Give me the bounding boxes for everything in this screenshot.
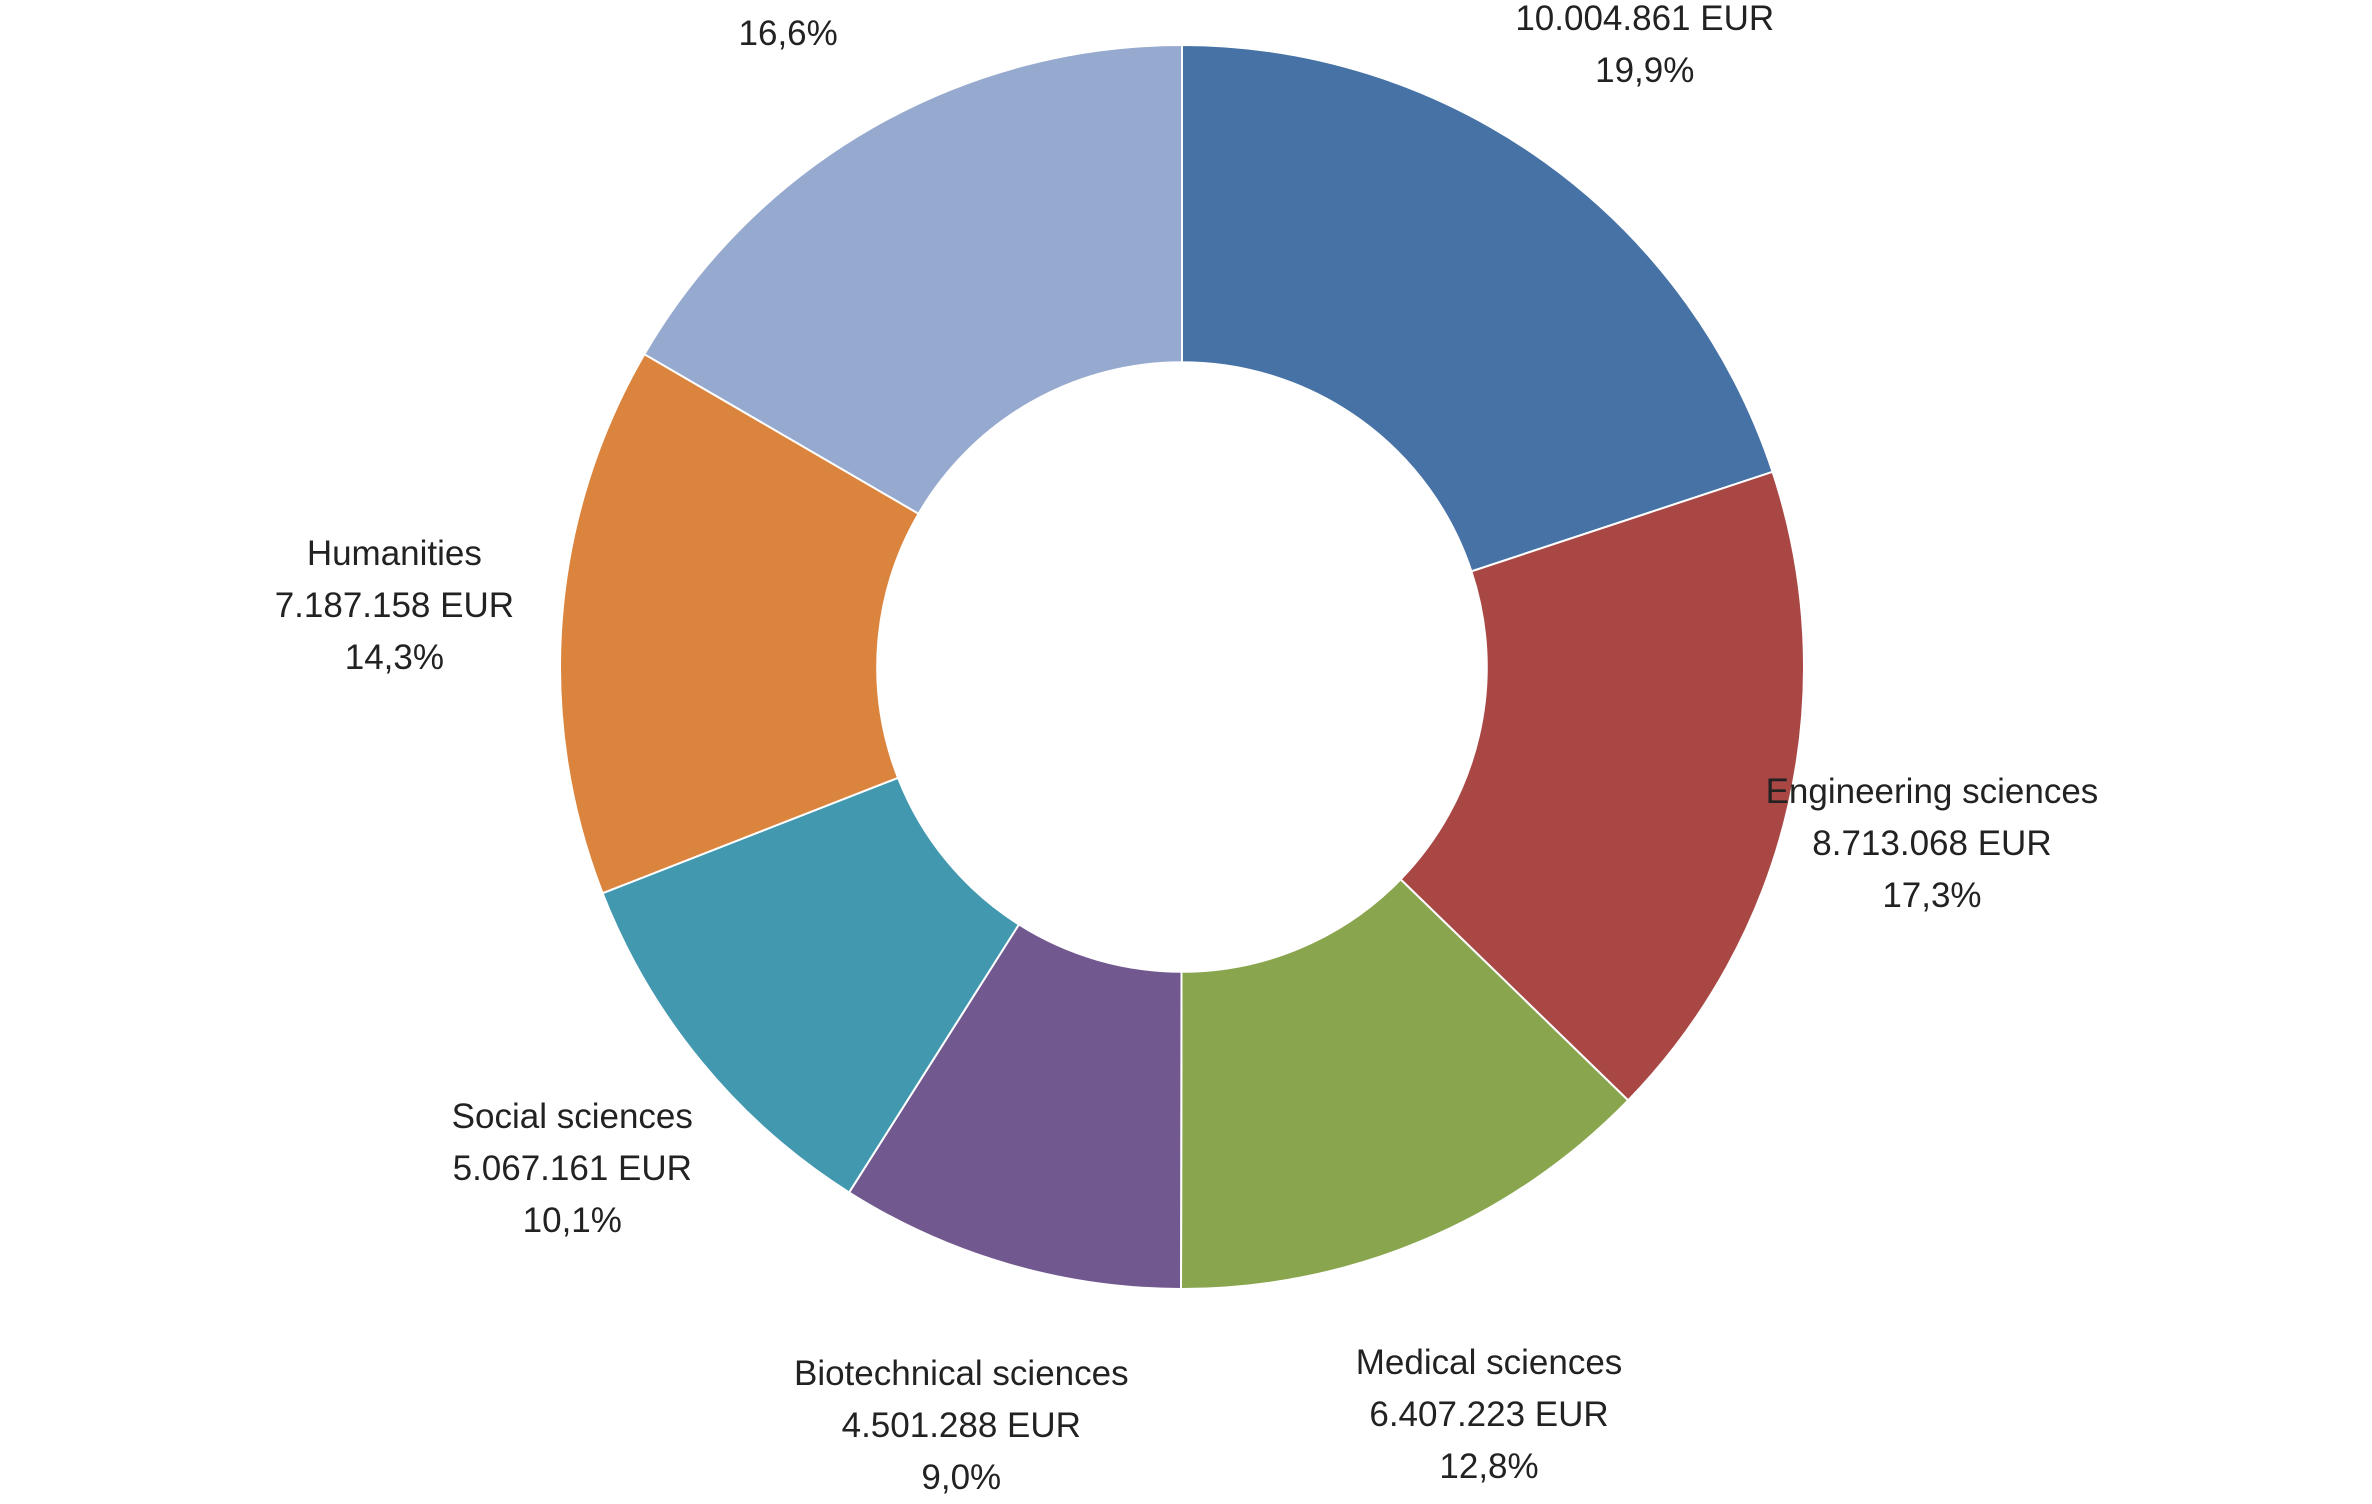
value-label: 7.187.158 EUR bbox=[274, 585, 515, 625]
slice-humanities bbox=[559, 352, 920, 895]
value-label: 6.407.223 EUR bbox=[1369, 1394, 1609, 1434]
slice-medical-sciences bbox=[1180, 877, 1630, 1291]
donut-svg bbox=[559, 43, 1805, 1291]
category-label: Biotechnical sciences bbox=[793, 1353, 1129, 1393]
percent-label: 17,3% bbox=[1882, 875, 1982, 915]
slice-engineering-sciences bbox=[1399, 470, 1805, 1102]
percent-label: 9,0% bbox=[921, 1457, 1002, 1497]
donut-chart: Natural sciences10.004.861 EUR19,9%Engin… bbox=[275, 0, 2099, 1497]
slice-interdisciplinary-research bbox=[643, 43, 1183, 516]
value-label: 4.501.288 EUR bbox=[841, 1405, 1081, 1445]
data-label: Medical sciences 6.407.223 EUR 12,8% bbox=[1356, 1337, 1623, 1493]
category-label: Engineering sciences bbox=[1765, 771, 2099, 811]
data-label: Social sciences 5.067.161 EUR 10,1% bbox=[452, 1091, 693, 1247]
data-label: Biotechnical sciences 4.501.288 EUR 9,0% bbox=[794, 1348, 1129, 1504]
data-label: Engineering sciences 8.713.068 EUR 17,3% bbox=[1766, 766, 2099, 922]
value-label: 10.004.861 EUR bbox=[1515, 0, 1775, 38]
percent-label: 10,1% bbox=[522, 1201, 622, 1241]
value-label: 8.713.068 EUR bbox=[1812, 823, 2052, 863]
data-label: Humanities 7.187.158 EUR 14,3% bbox=[275, 528, 514, 684]
value-label: 5.067.161 EUR bbox=[452, 1149, 692, 1189]
percent-label: 14,3% bbox=[344, 637, 444, 677]
category-label: Social sciences bbox=[451, 1097, 693, 1137]
category-label: Humanities bbox=[306, 533, 482, 573]
slice-social-sciences bbox=[601, 776, 1021, 1194]
category-label: Medical sciences bbox=[1355, 1342, 1623, 1382]
value-label: 8.344.021 EUR bbox=[594, 0, 983, 8]
data-label: Interdisciplinary research8.344.021 EUR1… bbox=[594, 0, 983, 60]
percent-label: 19,9% bbox=[1595, 50, 1695, 90]
slice-biotechnical-sciences bbox=[847, 923, 1183, 1291]
slice-natural-sciences bbox=[1181, 43, 1774, 573]
percent-label: 16,6% bbox=[738, 14, 838, 54]
percent-label: 12,8% bbox=[1439, 1446, 1539, 1486]
